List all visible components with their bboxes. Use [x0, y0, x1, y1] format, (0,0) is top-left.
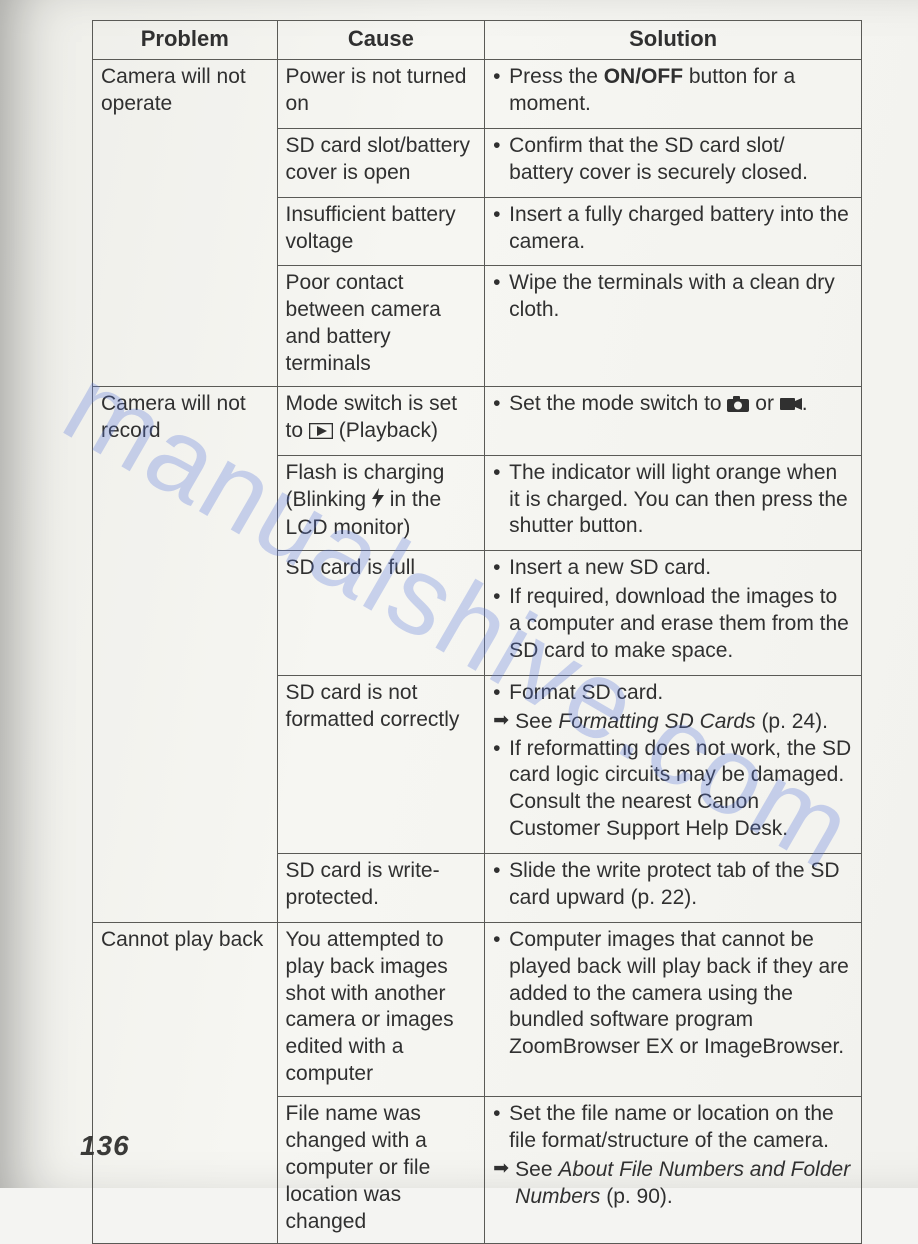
solution-text: Set the mode switch to	[509, 392, 727, 415]
table-header-row: Problem Cause Solution	[93, 21, 862, 60]
solution-cell: Insert a fully charged battery into the …	[485, 197, 862, 266]
solution-bold: ON/OFF	[604, 65, 683, 88]
solution-cell: Wipe the terminals with a clean dry clot…	[485, 266, 862, 387]
cause-cell: SD card is write-protected.	[277, 854, 485, 923]
manual-page: Problem Cause Solution Camera will not o…	[0, 0, 918, 1188]
troubleshooting-table: Problem Cause Solution Camera will not o…	[92, 20, 862, 1244]
problem-cell: Camera will not operate	[93, 60, 278, 387]
table-row: Camera will not record Mode switch is se…	[93, 386, 862, 455]
solution-cell: Slide the write protect tab of the SD ca…	[485, 854, 862, 923]
flash-icon	[372, 488, 384, 516]
problem-cell: Cannot play back	[93, 922, 278, 1244]
solution-item: If required, download the images to a co…	[493, 584, 853, 665]
solution-text: Press the	[509, 65, 604, 88]
cause-cell: Insufficient battery voltage	[277, 197, 485, 266]
table-row: Camera will not operate Power is not tur…	[93, 60, 862, 129]
solution-item: Insert a new SD card.	[493, 555, 853, 582]
see-text: (p. 24).	[756, 710, 828, 733]
cause-cell: SD card is full	[277, 551, 485, 676]
solution-cell: Set the file name or location on the fil…	[485, 1097, 862, 1244]
playback-icon	[309, 420, 333, 447]
problem-cell: Camera will not record	[93, 386, 278, 922]
solution-cell: Computer images that cannot be played ba…	[485, 922, 862, 1096]
solution-cell: Confirm that the SD card slot/ battery c…	[485, 128, 862, 197]
or-text: or	[749, 392, 779, 415]
solution-item: The indicator will light orange when it …	[493, 460, 853, 541]
solution-item: Insert a fully charged battery into the …	[493, 202, 853, 256]
col-header-solution: Solution	[485, 21, 862, 60]
solution-cell: Insert a new SD card. If required, downl…	[485, 551, 862, 676]
table-row: Cannot play back You attempted to play b…	[93, 922, 862, 1096]
see-text: (p. 90).	[600, 1185, 672, 1208]
solution-item: Confirm that the SD card slot/ battery c…	[493, 133, 853, 187]
solution-item: Wipe the terminals with a clean dry clot…	[493, 270, 853, 324]
solution-item: Slide the write protect tab of the SD ca…	[493, 858, 853, 912]
cause-cell: SD card slot/battery cover is open	[277, 128, 485, 197]
solution-cell: The indicator will light orange when it …	[485, 455, 862, 551]
cause-cell: You attempted to play back images shot w…	[277, 922, 485, 1096]
see-italic: Formatting SD Cards	[558, 710, 755, 733]
solution-text: .	[802, 392, 808, 415]
solution-item: Format SD card.	[493, 680, 853, 707]
cause-cell: Power is not turned on	[277, 60, 485, 129]
see-italic: About File Numbers and Folder Numbers	[515, 1158, 850, 1208]
solution-item: Set the file name or location on the fil…	[493, 1101, 853, 1155]
see-reference: See Formatting SD Cards (p. 24).	[493, 709, 853, 736]
solution-item: Press the ON/OFF button for a moment.	[493, 64, 853, 118]
see-text: See	[515, 710, 558, 733]
cause-cell: SD card is not formatted correctly	[277, 675, 485, 853]
cause-text: (Playback)	[333, 419, 438, 442]
see-text: See	[515, 1158, 558, 1181]
solution-item: Set the mode switch to or .	[493, 391, 853, 420]
solution-cell: Format SD card. See Formatting SD Cards …	[485, 675, 862, 853]
col-header-problem: Problem	[93, 21, 278, 60]
solution-cell: Set the mode switch to or .	[485, 386, 862, 455]
solution-item: Computer images that cannot be played ba…	[493, 927, 853, 1061]
solution-cell: Press the ON/OFF button for a moment.	[485, 60, 862, 129]
solution-item: If reformatting does not work, the SD ca…	[493, 736, 853, 844]
col-header-cause: Cause	[277, 21, 485, 60]
page-number: 136	[80, 1130, 130, 1162]
cause-cell: Mode switch is set to (Playback)	[277, 386, 485, 455]
cause-cell: Poor contact between camera and battery …	[277, 266, 485, 387]
cause-cell: Flash is charging (Blinking in the LCD m…	[277, 455, 485, 551]
cause-cell: File name was changed with a computer or…	[277, 1097, 485, 1244]
camera-icon	[727, 393, 749, 420]
see-reference: See About File Numbers and Folder Number…	[493, 1157, 853, 1211]
movie-icon	[780, 393, 802, 420]
